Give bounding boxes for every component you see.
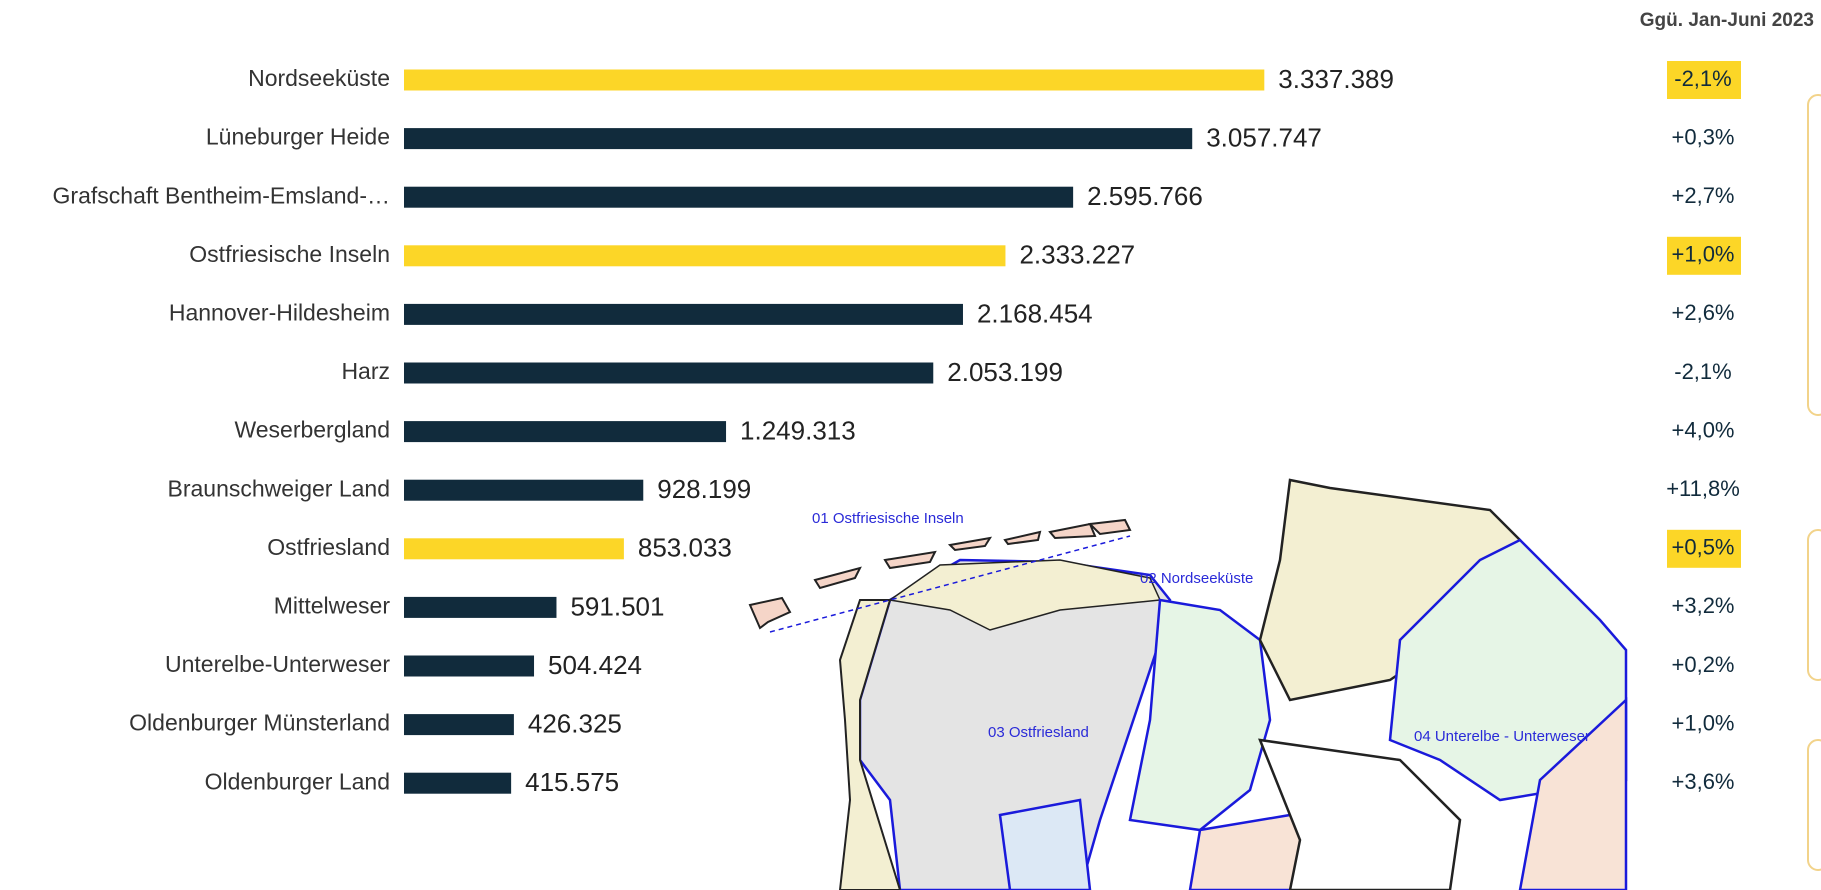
bar (404, 596, 557, 618)
change-label: +0,3% (1672, 124, 1735, 149)
change-label: +1,0% (1672, 710, 1735, 735)
map-label: 03 Ostfriesland (988, 724, 1089, 741)
value-label: 853.033 (638, 533, 732, 563)
value-label: 2.168.454 (977, 298, 1093, 328)
category-label: Mittelweser (274, 592, 391, 618)
category-label: Ostfriesische Inseln (189, 241, 390, 267)
bar (404, 245, 1006, 267)
category-label: Hannover-Hildesheim (169, 299, 390, 325)
category-label: Ostfriesland (267, 534, 390, 560)
value-label: 2.053.199 (947, 357, 1063, 387)
change-label: +11,8% (1666, 476, 1740, 501)
category-label: Weserbergland (234, 417, 390, 443)
change-label: +4,0% (1672, 417, 1735, 442)
change-label: +0,2% (1672, 652, 1735, 677)
bar (404, 655, 535, 677)
value-label: 3.057.747 (1206, 122, 1322, 152)
bar (404, 362, 934, 384)
value-label: 415.575 (525, 767, 619, 797)
bar (404, 69, 1265, 91)
change-label: +2,6% (1672, 300, 1735, 325)
value-label: 2.333.227 (1019, 240, 1135, 270)
change-highlight (1667, 61, 1741, 99)
bar (404, 186, 1074, 208)
category-label: Harz (341, 358, 390, 384)
bar (404, 772, 512, 794)
value-label: 2.595.766 (1087, 181, 1203, 211)
change-label: -2,1% (1674, 66, 1731, 91)
change-label: +2,7% (1672, 183, 1735, 208)
value-label: 426.325 (528, 708, 622, 738)
bar (404, 538, 624, 560)
value-label: 3.337.389 (1278, 64, 1394, 94)
map-label: 01 Ostfriesische Inseln (812, 510, 964, 527)
category-label: Braunschweiger Land (168, 475, 390, 501)
map: 01 Ostfriesische Inseln 02 Nordseeküste … (748, 94, 1821, 890)
bar (404, 479, 644, 501)
value-label: 591.501 (570, 591, 664, 621)
bar (404, 421, 727, 443)
change-header: Ggü. Jan-Juni 2023 (1640, 10, 1814, 31)
value-label: 1.249.313 (740, 415, 856, 445)
change-label: +0,5% (1672, 535, 1735, 560)
bar (404, 714, 514, 736)
category-label: Unterelbe-Unterweser (165, 651, 390, 677)
change-label: -2,1% (1674, 359, 1731, 384)
change-highlight (1667, 236, 1741, 275)
value-label: 504.424 (548, 650, 642, 680)
category-label: Oldenburger Münsterland (129, 710, 390, 736)
category-label: Grafschaft Bentheim-Emsland-… (53, 182, 390, 208)
bar (404, 128, 1193, 150)
change-highlight (1667, 529, 1741, 568)
change-label: +1,0% (1672, 242, 1735, 267)
category-label: Oldenburger Land (205, 768, 390, 794)
category-label: Nordseeküste (248, 65, 390, 91)
change-label: +3,6% (1672, 769, 1735, 794)
map-label: 02 Nordseeküste (1140, 570, 1253, 587)
map-label: 04 Unterelbe - Unterweser (1414, 728, 1590, 745)
bar (404, 303, 963, 325)
category-label: Lüneburger Heide (206, 124, 390, 150)
change-label: +3,2% (1672, 593, 1735, 618)
value-label: 928.199 (657, 474, 751, 504)
